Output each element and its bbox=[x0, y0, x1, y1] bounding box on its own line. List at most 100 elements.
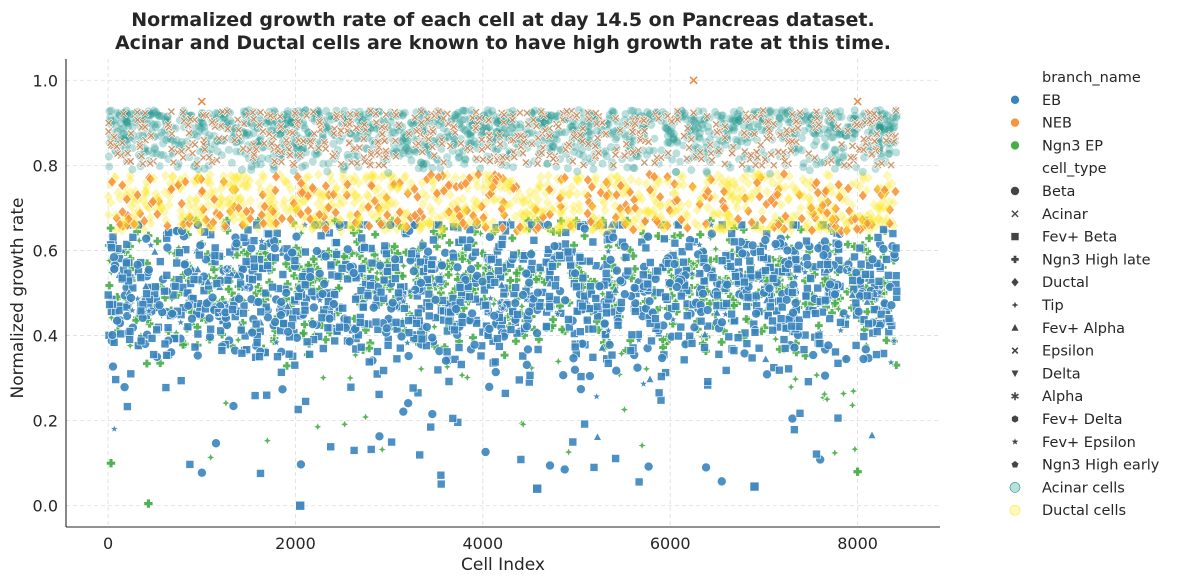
point-eb bbox=[722, 279, 732, 290]
point-eb bbox=[349, 446, 359, 455]
point-eb bbox=[702, 305, 713, 315]
point-eb bbox=[657, 372, 666, 381]
point-eb bbox=[787, 321, 797, 331]
point-eb bbox=[661, 292, 671, 302]
point-eb bbox=[578, 301, 587, 311]
point-eb bbox=[781, 294, 792, 305]
point-eb bbox=[126, 369, 136, 379]
point-eb bbox=[263, 261, 273, 270]
point-eb bbox=[407, 249, 416, 259]
point-eb bbox=[416, 278, 426, 288]
point-eb bbox=[856, 259, 866, 269]
data-points bbox=[103, 75, 902, 511]
point-ngn3-ep bbox=[843, 239, 853, 249]
point-ngn3-ep bbox=[457, 370, 468, 381]
point-ngn3-ep bbox=[142, 359, 152, 369]
point-eb bbox=[722, 299, 731, 308]
point-eb bbox=[416, 257, 425, 267]
point-eb bbox=[366, 281, 376, 290]
point-eb bbox=[653, 266, 663, 276]
point-eb bbox=[634, 477, 644, 487]
point-ngn3-ep bbox=[462, 372, 473, 383]
point-eb bbox=[458, 235, 467, 245]
point-eb bbox=[737, 248, 748, 259]
point-eb bbox=[332, 250, 341, 259]
point-acinar bbox=[598, 159, 607, 168]
point-eb bbox=[575, 253, 585, 262]
point-eb bbox=[264, 229, 274, 239]
point-ngn3-ep bbox=[131, 315, 141, 325]
point-eb bbox=[779, 335, 789, 344]
point-eb bbox=[318, 344, 328, 353]
point-eb bbox=[250, 262, 259, 271]
point-eb bbox=[751, 291, 761, 301]
point-ngn3-ep bbox=[291, 243, 301, 253]
point-eb bbox=[236, 325, 246, 335]
point-eb bbox=[163, 323, 173, 333]
point-acinar bbox=[703, 169, 712, 178]
point-ductal bbox=[634, 176, 644, 188]
point-ngn3-ep bbox=[790, 374, 801, 385]
point-eb bbox=[696, 316, 706, 326]
point-eb bbox=[276, 310, 286, 320]
point-eb bbox=[430, 295, 441, 305]
point-ngn3-ep bbox=[710, 243, 721, 255]
point-eb bbox=[112, 315, 122, 326]
point-eb bbox=[535, 301, 545, 311]
point-eb bbox=[855, 243, 865, 253]
point-eb bbox=[463, 243, 473, 252]
point-eb bbox=[128, 233, 138, 242]
point-eb bbox=[205, 331, 215, 342]
point-eb bbox=[387, 297, 398, 308]
point-eb bbox=[733, 333, 743, 343]
point-eb bbox=[506, 325, 516, 334]
point-eb bbox=[594, 281, 605, 292]
point-eb bbox=[195, 240, 206, 251]
point-acinar bbox=[308, 157, 317, 166]
point-eb bbox=[132, 259, 143, 270]
point-acinar bbox=[104, 152, 113, 161]
point-acinar bbox=[799, 159, 808, 168]
point-eb bbox=[813, 283, 823, 293]
point-acinar bbox=[258, 154, 267, 163]
point-eb bbox=[674, 331, 683, 341]
point-eb bbox=[509, 250, 519, 260]
point-acinar bbox=[633, 107, 642, 116]
point-acinar bbox=[476, 164, 485, 173]
point-eb bbox=[346, 382, 356, 392]
point-acinar bbox=[696, 134, 705, 143]
point-eb bbox=[638, 270, 648, 280]
point-eb bbox=[426, 422, 436, 432]
point-eb bbox=[768, 274, 778, 283]
point-eb bbox=[848, 275, 857, 285]
point-eb bbox=[450, 325, 459, 335]
point-eb bbox=[632, 362, 643, 373]
point-ductal bbox=[626, 174, 636, 185]
point-eb bbox=[604, 340, 615, 350]
point-eb bbox=[874, 276, 884, 286]
point-eb bbox=[830, 289, 840, 300]
point-ngn3-ep bbox=[282, 361, 292, 371]
point-eb bbox=[457, 318, 467, 327]
point-eb bbox=[582, 315, 592, 325]
point-eb bbox=[792, 264, 802, 274]
point-eb bbox=[103, 290, 113, 300]
point-eb bbox=[253, 297, 264, 307]
point-eb bbox=[679, 355, 689, 365]
point-eb bbox=[789, 342, 800, 353]
point-eb bbox=[601, 268, 611, 278]
point-eb bbox=[588, 324, 598, 334]
point-ductal bbox=[784, 193, 794, 204]
point-eb bbox=[607, 350, 617, 360]
point-eb bbox=[408, 383, 418, 393]
point-eb bbox=[742, 339, 752, 348]
point-eb bbox=[716, 476, 727, 487]
point-ngn3-ep bbox=[444, 270, 454, 280]
point-eb bbox=[770, 239, 781, 249]
point-eb bbox=[490, 357, 500, 367]
point-eb bbox=[747, 240, 758, 251]
point-eb bbox=[570, 268, 580, 279]
point-eb bbox=[643, 231, 653, 242]
point-ngn3-ep bbox=[849, 444, 860, 455]
point-eb bbox=[175, 248, 184, 257]
